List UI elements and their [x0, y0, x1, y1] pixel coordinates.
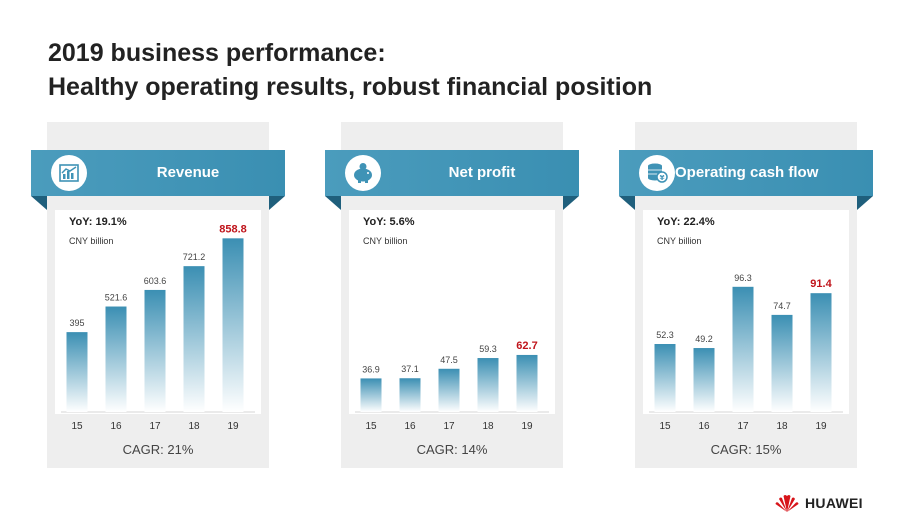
data-label: 96.3	[734, 273, 752, 283]
x-tick-label: 19	[227, 421, 239, 432]
bar	[771, 314, 793, 412]
data-label: 47.5	[440, 355, 458, 365]
huawei-logo: HUAWEI	[774, 493, 863, 513]
x-tick-label: 15	[71, 421, 83, 432]
x-tick-label: 18	[482, 421, 494, 432]
bar	[144, 289, 166, 412]
data-label: 603.6	[144, 276, 167, 286]
net-profit-banner-label: Net profit	[448, 164, 516, 181]
bar	[438, 368, 460, 412]
banner-fold-right	[857, 196, 873, 210]
cash-stack-icon: ¥	[639, 155, 675, 191]
bar-chart-icon	[51, 155, 87, 191]
bar	[654, 344, 676, 412]
data-label: 36.9	[362, 364, 380, 374]
cash-flow-cagr: CAGR: 15%	[710, 442, 782, 457]
x-tick-label: 17	[443, 421, 455, 432]
bar	[732, 286, 754, 412]
bar	[810, 293, 832, 412]
data-label: 91.4	[810, 278, 832, 290]
net-profit-banner: Net profit	[325, 150, 579, 196]
banner-fold-right	[563, 196, 579, 210]
x-tick-label: 17	[149, 421, 161, 432]
bar	[693, 348, 715, 412]
net-profit-bar-chart: 36.9 15 37.1 16 47.5 17 59.3 18 62.7 19	[355, 340, 549, 432]
data-label: 59.3	[479, 344, 497, 354]
page-title: 2019 business performance: Healthy opera…	[48, 36, 652, 104]
piggy-bank-icon	[345, 155, 381, 191]
data-label: 521.6	[105, 293, 128, 303]
title-line-2: Healthy operating results, robust financ…	[48, 73, 653, 101]
revenue-cagr: CAGR: 21%	[122, 442, 194, 457]
revenue-banner: Revenue	[31, 150, 285, 196]
data-label: 74.7	[773, 301, 791, 311]
net-profit-yoy: YoY: 5.6%	[363, 216, 415, 228]
brand-name: HUAWEI	[805, 495, 863, 511]
svg-text:¥: ¥	[660, 174, 665, 182]
banner-fold-left	[325, 196, 341, 210]
net-profit-unit: CNY billion	[363, 236, 408, 246]
banner-fold-left	[619, 196, 635, 210]
bar	[360, 378, 382, 412]
data-label: 721.2	[183, 252, 206, 262]
banner-fold-left	[31, 196, 47, 210]
x-tick-label: 15	[659, 421, 671, 432]
revenue-unit: CNY billion	[69, 236, 114, 246]
cash-flow-bar-chart: 52.3 15 49.2 16 96.3 17 74.7 18 91.4 19	[649, 273, 843, 432]
bar	[222, 238, 244, 412]
revenue-card: Revenue YoY: 19.1% CNY billion 395 15 521.…	[31, 122, 285, 468]
cash-flow-banner: ¥ Operating cash flow	[619, 150, 873, 196]
cash-flow-unit: CNY billion	[657, 236, 702, 246]
revenue-bar-chart: 395 15 521.6 16 603.6 17 721.2 18 858.8 19	[61, 223, 255, 432]
cash-flow-banner-label: Operating cash flow	[675, 164, 819, 181]
bar	[66, 332, 88, 412]
cash-flow-yoy: YoY: 22.4%	[657, 216, 715, 228]
x-tick-label: 19	[815, 421, 827, 432]
x-tick-label: 17	[737, 421, 749, 432]
revenue-banner-label: Revenue	[156, 164, 220, 181]
net-profit-card: Net profit YoY: 5.6% CNY billion 36.9 15 3…	[325, 122, 579, 468]
data-label: 52.3	[656, 330, 674, 340]
banner-fold-right	[269, 196, 285, 210]
revenue-yoy: YoY: 19.1%	[69, 216, 127, 228]
bar	[399, 378, 421, 412]
data-label: 37.1	[401, 364, 419, 374]
x-tick-label: 19	[521, 421, 533, 432]
x-tick-label: 16	[698, 421, 710, 432]
data-label: 395	[69, 318, 84, 328]
x-tick-label: 16	[404, 421, 416, 432]
bar	[477, 358, 499, 412]
cash-flow-card: ¥ Operating cash flow YoY: 22.4% CNY bil…	[619, 122, 873, 468]
data-label: 62.7	[516, 340, 537, 352]
title-line-1: 2019 business performance:	[48, 39, 386, 67]
bar	[183, 266, 205, 412]
x-tick-label: 15	[365, 421, 377, 432]
x-tick-label: 18	[776, 421, 788, 432]
x-tick-label: 16	[110, 421, 122, 432]
huawei-flower-icon	[775, 495, 799, 512]
data-label: 858.8	[219, 223, 247, 235]
data-label: 49.2	[695, 334, 713, 344]
bar	[516, 354, 538, 412]
bar	[105, 306, 127, 412]
net-profit-cagr: CAGR: 14%	[416, 442, 488, 457]
x-tick-label: 18	[188, 421, 200, 432]
